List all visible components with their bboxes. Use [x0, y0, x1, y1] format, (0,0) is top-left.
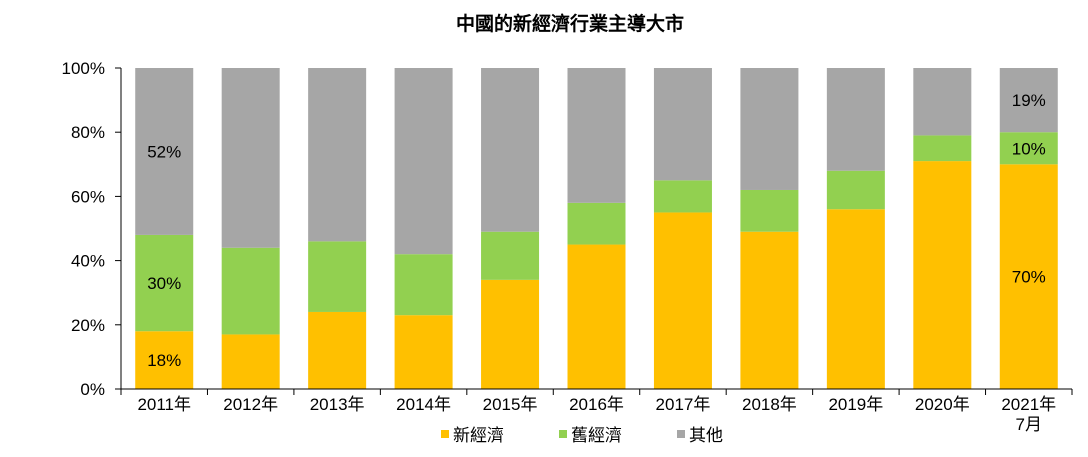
x-tick-label: 2019年 — [828, 395, 883, 414]
bar-segment — [481, 279, 540, 389]
bar-segment — [394, 254, 453, 316]
bar-segment — [135, 68, 194, 235]
bar-segment — [308, 68, 367, 242]
x-tick-label: 2012年 — [223, 395, 278, 414]
data-label: 19% — [1012, 91, 1046, 110]
bar-segment — [999, 132, 1058, 165]
bar-segment — [394, 68, 453, 255]
bar-segment — [221, 68, 280, 248]
bar-segment — [999, 68, 1058, 133]
x-tick-label: 2011年 — [137, 395, 191, 414]
bar-segment — [999, 164, 1058, 389]
bar-segment — [394, 315, 453, 389]
bar-segment — [308, 311, 367, 389]
y-tick-label: 80% — [71, 123, 105, 142]
bar-segment — [135, 234, 194, 332]
legend-label: 其他 — [689, 426, 723, 445]
x-tick-label: 2021年 7月 — [1001, 395, 1056, 434]
bar-segment — [567, 244, 626, 389]
data-label: 70% — [1012, 268, 1046, 287]
x-tick-label: 2020年 — [915, 395, 970, 414]
legend-label: 新經濟 — [453, 426, 504, 445]
x-tick-label: 2013年 — [310, 395, 365, 414]
bars-layer — [135, 68, 1058, 389]
y-tick-label: 40% — [71, 252, 105, 271]
bar-segment — [481, 68, 540, 232]
x-tick-label: 2016年 — [569, 395, 624, 414]
legend-swatch — [441, 430, 449, 438]
bar-segment — [481, 231, 540, 280]
bar-segment — [913, 135, 972, 162]
data-label: 52% — [147, 142, 181, 161]
legend-label: 舊經濟 — [571, 426, 622, 445]
legend: 新經濟 舊經濟 其他 — [441, 426, 723, 445]
bar-segment — [826, 209, 885, 389]
y-tick-label: 20% — [71, 316, 105, 335]
bar-segment — [740, 189, 799, 232]
data-label: 10% — [1012, 139, 1046, 158]
data-labels-layer: 18% 30% 52% 70% 10% 19% — [147, 91, 1046, 370]
chart-title: 中國的新經濟行業主導大市 — [456, 12, 684, 35]
data-label: 18% — [147, 351, 181, 370]
x-tick-label: 2015年 — [483, 395, 538, 414]
bar-segment — [567, 202, 626, 245]
y-tick-label: 100% — [62, 59, 105, 78]
legend-swatch — [559, 430, 567, 438]
bar-segment — [567, 68, 626, 203]
bar-segment — [653, 180, 712, 213]
bar-segment — [221, 334, 280, 389]
x-tick-label: 2017年 — [656, 395, 711, 414]
bar-segment — [135, 331, 194, 389]
x-tick-label: 2018年 — [742, 395, 797, 414]
legend-swatch — [677, 430, 685, 438]
data-label: 30% — [147, 274, 181, 293]
bar-segment — [826, 68, 885, 171]
bar-segment — [740, 68, 799, 190]
axes-layer: 0% 20% 40% 60% 80% 100% 2011年 2012年 2013年 2014年 20… — [62, 59, 1073, 434]
bar-segment — [826, 170, 885, 210]
bar-segment — [308, 241, 367, 312]
bar-segment — [740, 231, 799, 389]
bar-segment — [221, 247, 280, 335]
bar-segment — [913, 161, 972, 389]
bar-segment — [653, 212, 712, 389]
x-tick-label: 2014年 — [396, 395, 451, 414]
y-tick-label: 60% — [71, 187, 105, 206]
bar-segment — [653, 68, 712, 181]
bar-segment — [913, 68, 972, 136]
y-tick-label: 0% — [80, 380, 105, 399]
